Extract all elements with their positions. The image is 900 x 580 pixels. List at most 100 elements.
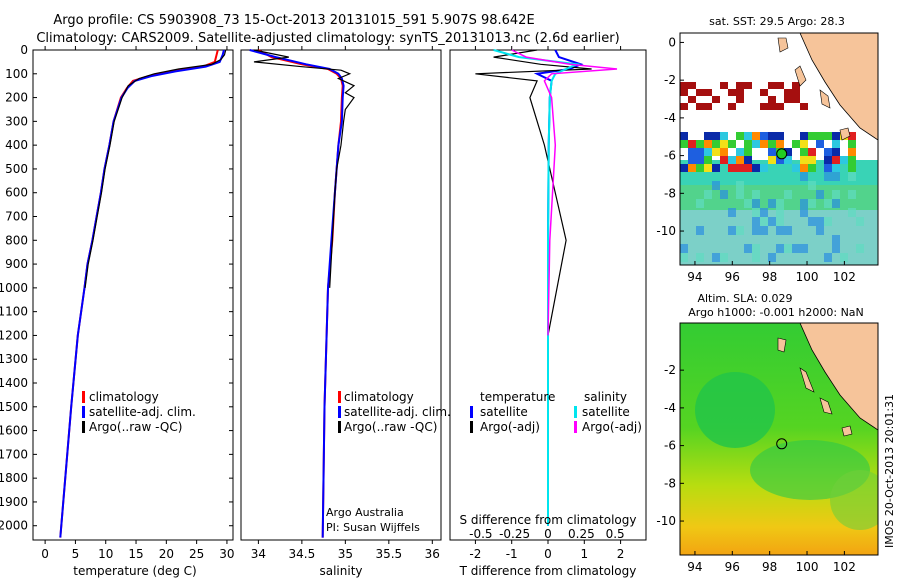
sst-pixel [760,226,768,235]
salinity-difference-axis: -0.5 -0.25 0 0.25 0.5 [469,527,625,541]
sst-pixel [800,164,808,172]
series-line-argo-raw-qc- [84,49,227,288]
sst-pixel [704,156,712,164]
sst-pixel [824,148,832,156]
sst-pixel [776,208,784,217]
map-y-tick-label: -8 [664,476,676,490]
temperature-x-axis: 0 5 10 15 20 25 30 [41,46,235,561]
x-tick-label: 10 [98,547,113,561]
sst-pixel [808,181,816,190]
island [794,65,807,87]
salinity-difference-tick-label: 0.5 [606,527,625,541]
sst-pixel [784,190,792,199]
legend-title-salinity: salinity [584,390,627,404]
x-tick-label: 34 [251,547,266,561]
map-y-tick-label: -4 [664,401,676,415]
sst-pixel [824,132,832,140]
map-x-tick-label: 100 [796,270,819,284]
sst-pixel [752,244,760,253]
sst-pixel [760,217,768,226]
sst-pixel [712,164,720,172]
sst-pixel [744,148,752,156]
sst-pixel [760,132,768,140]
sst-pixel [840,156,848,164]
sst-pixel [752,208,760,217]
timestamp-stamp: IMOS 20-Oct-2013 20:01:31 [883,394,896,548]
sst-pixel [848,164,856,172]
sst-pixel [768,103,776,110]
sst-pixel [752,164,760,172]
sst-pixel [680,89,688,96]
sst-pixel [800,132,808,140]
sst-pixel [784,244,792,253]
legend-label: Argo(..raw -QC) [89,420,182,434]
sst-pixel [816,132,824,140]
sst-pixel [752,253,760,262]
sst-pixel [728,208,736,217]
legend-label: Argo(-adj) [480,420,540,434]
legend-label: Argo(..raw -QC) [344,420,437,434]
sst-pixel [768,96,776,103]
sumatra-land [799,33,878,141]
sst-pixel [736,89,744,96]
x-tick-label: 15 [128,547,143,561]
sst-pixel [736,132,744,140]
sst-pixel [680,253,688,262]
sst-pixel [688,164,696,172]
sst-pixel [712,96,720,103]
sst-pixel [696,253,704,262]
sst-pixel [784,89,792,96]
sst-pixel [776,140,784,148]
sst-pixel [856,217,864,226]
map-y-tick-label: -6 [664,149,676,163]
map-x-tick-label: 94 [687,560,702,574]
sst-pixel [832,172,840,181]
salinity-difference-tick-label: 0 [544,527,552,541]
sst-map-title: sat. SST: 29.5 Argo: 28.3 [709,15,845,28]
sst-pixel [800,208,808,217]
x-tick-label: 5 [72,547,80,561]
sst-pixel [728,103,736,110]
x-tick-label: 36 [425,547,440,561]
sst-pixel [848,148,856,156]
sla-map-subtitle: Argo h1000: -0.001 h2000: NaN [688,306,864,319]
sst-pixel [776,217,784,226]
x-tick-label: 34.5 [289,547,316,561]
sst-pixel [688,140,696,148]
series-line-s-argo-adj- [511,49,618,336]
map-x-tick-label: 98 [762,270,777,284]
map-y-tick-label: -10 [656,224,676,238]
legend-swatch-t-argo [470,421,473,433]
sst-pixel [736,181,744,190]
island [819,89,831,109]
temperature-panel: 0100200300400500600700800900100011001200… [0,43,646,578]
sst-pixel [680,103,688,110]
y-tick-label: 1700 [0,447,28,461]
map-x-tick-label: 94 [687,270,702,284]
sst-pixel [808,217,816,226]
sst-pixel [800,148,808,156]
sst-pixel [736,164,744,172]
sst-pixel [760,208,768,217]
sst-pixel [712,181,720,190]
legend-title-temperature: temperature [480,390,555,404]
sst-pixel [720,140,728,148]
y-tick-label: 1400 [0,376,28,390]
sst-pixel [696,199,704,208]
salinity-difference-tick-label: -0.5 [469,527,492,541]
y-tick-label: 500 [5,162,28,176]
sla-map-axes: 94 96 98 100 102 -2 -4 -6 -8 -10 [656,363,855,574]
x-tick-label: 1 [580,547,588,561]
sst-pixel [752,226,760,235]
sst-pixel [728,156,736,164]
sst-pixel [760,89,768,96]
sst-pixel [720,156,728,164]
salinity-difference-tick-label: 0.25 [568,527,595,541]
sst-pixel [808,132,816,140]
sst-pixel [744,156,752,164]
series-line-argo-raw-qc- [253,49,356,288]
sst-pixel [824,217,832,226]
sst-pixel [696,103,704,110]
sst-pixel [688,148,696,156]
difference-legend: temperature salinity satellite Argo(-adj… [470,390,642,434]
